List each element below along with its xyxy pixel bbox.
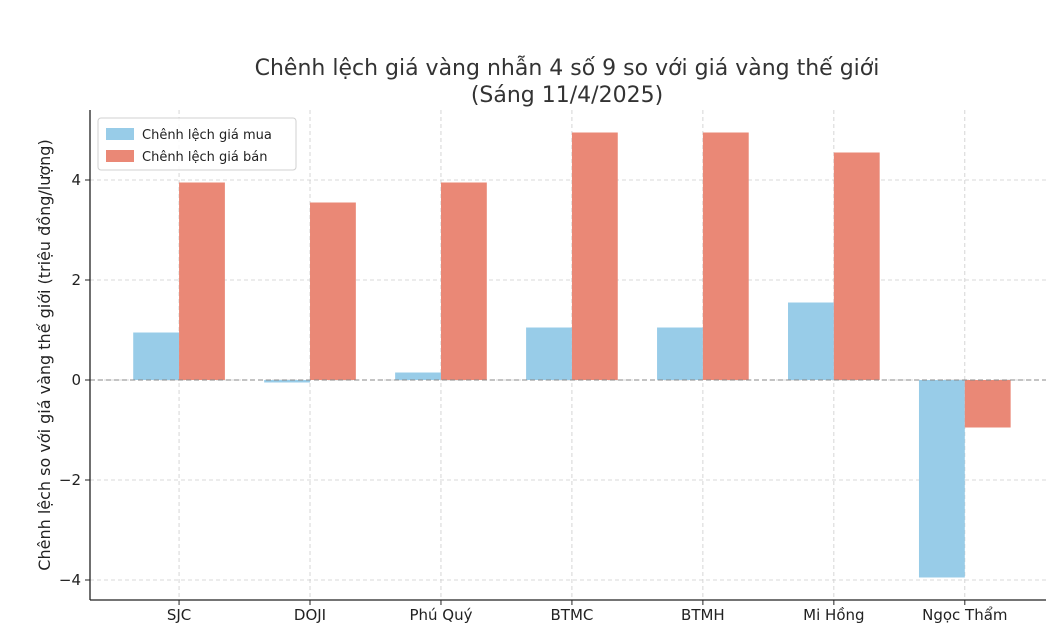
bar-ban bbox=[833, 152, 880, 380]
legend: Chênh lệch giá mua Chênh lệch giá bán bbox=[97, 117, 297, 171]
x-tick-label: Ngọc Thẩm bbox=[922, 606, 1007, 624]
bar-mua bbox=[918, 380, 965, 578]
bar-ban bbox=[702, 132, 749, 380]
chart-title: Chênh lệch giá vàng nhẫn 4 số 9 so với g… bbox=[255, 55, 880, 81]
x-tick-label: DOJI bbox=[294, 606, 326, 624]
legend-swatch bbox=[106, 128, 134, 140]
y-tick-label: −4 bbox=[59, 571, 81, 589]
y-tick-label: 2 bbox=[71, 271, 81, 289]
bar-mua bbox=[395, 372, 441, 380]
bar-mua bbox=[133, 332, 180, 380]
bar-ban bbox=[179, 182, 225, 380]
y-tick-label: 0 bbox=[71, 371, 81, 389]
bar-ban bbox=[440, 182, 487, 380]
x-tick-label: BTMH bbox=[681, 606, 725, 624]
bar-mua bbox=[264, 380, 311, 383]
bar-mua bbox=[788, 302, 834, 380]
axes: −4 −2 0 2 4 SJC DOJI Phú Quý BTMC BTMH Mi Hồng Ngọc… bbox=[59, 110, 1046, 624]
legend-label: Chênh lệch giá mua bbox=[142, 128, 272, 143]
legend-swatch bbox=[106, 150, 134, 162]
x-tick-label: SJC bbox=[167, 606, 191, 624]
chart-subtitle: (Sáng 11/4/2025) bbox=[471, 83, 663, 108]
x-tick-label: Mi Hồng bbox=[803, 606, 864, 624]
bars bbox=[133, 132, 1011, 578]
x-tick-label: Phú Quý bbox=[409, 606, 472, 624]
legend-box bbox=[97, 117, 297, 171]
bar-ban bbox=[571, 132, 618, 380]
y-tick-label: 4 bbox=[71, 171, 81, 189]
bar-mua bbox=[526, 327, 572, 380]
y-tick-label: −2 bbox=[59, 471, 81, 489]
y-axis-label: Chênh lệch so với giá vàng thế giới (tri… bbox=[35, 139, 54, 570]
legend-label: Chênh lệch giá bán bbox=[142, 150, 267, 165]
x-tick-label: BTMC bbox=[550, 606, 593, 624]
bar-mua bbox=[657, 327, 703, 380]
bar-ban bbox=[964, 380, 1011, 428]
bar-ban bbox=[310, 202, 356, 380]
